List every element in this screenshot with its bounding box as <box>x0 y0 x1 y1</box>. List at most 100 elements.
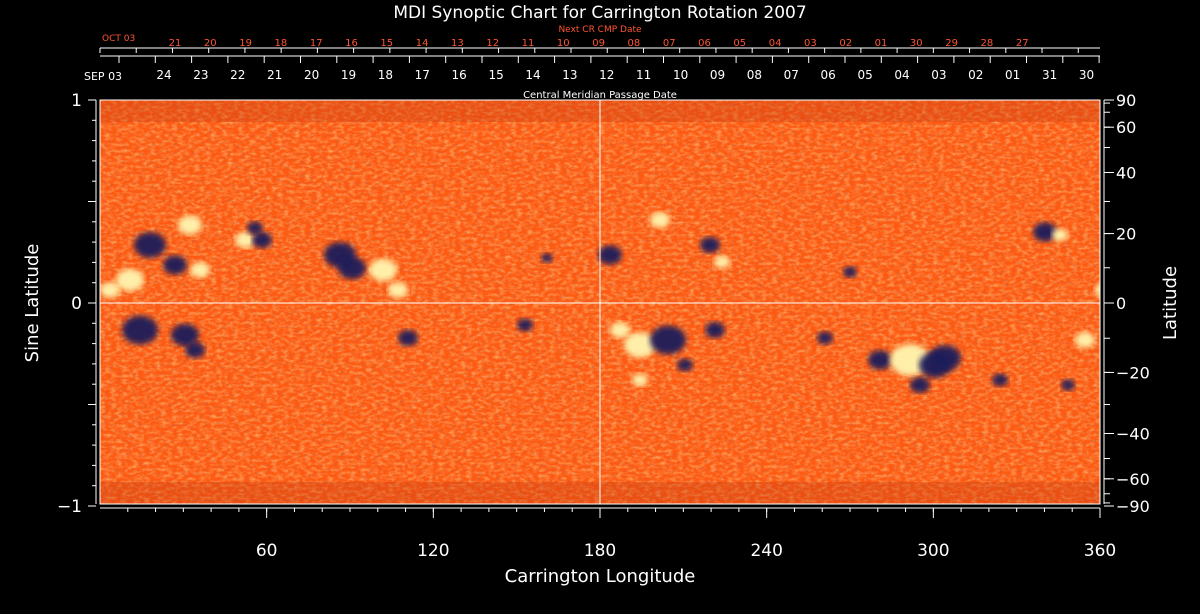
next-cr-date-label: 21 <box>169 38 182 49</box>
next-cr-date-label: 10 <box>557 38 570 49</box>
next-cr-date-label: 03 <box>804 38 817 49</box>
next-cr-date-label: 29 <box>945 38 958 49</box>
cmp-date-label: 19 <box>341 68 356 82</box>
sine-latitude-tick-label: 0 <box>71 294 82 314</box>
magnetic-region <box>190 262 210 278</box>
magnetic-region <box>910 377 930 393</box>
magnetic-region <box>1095 283 1100 297</box>
next-cr-date-label: 05 <box>733 38 746 49</box>
latitude-tick-label: 90 <box>1116 91 1136 110</box>
magnetic-region <box>650 325 686 355</box>
cmp-date-label: 07 <box>784 68 799 82</box>
next-cr-date-label: 19 <box>239 38 252 49</box>
next-cr-start-label: OCT 03 <box>102 34 135 44</box>
magnetic-region <box>1075 332 1095 348</box>
magnetic-region <box>171 323 199 347</box>
latitude-tick-label: 20 <box>1116 225 1136 244</box>
magnetic-region <box>610 322 630 338</box>
next-cr-date-label: 09 <box>592 38 605 49</box>
magnetic-regions <box>100 212 1100 393</box>
cmp-date-label: 10 <box>673 68 688 82</box>
magnetic-region <box>247 221 263 235</box>
cmp-date-label: 13 <box>562 68 577 82</box>
latitude-tick-label: −60 <box>1116 470 1150 489</box>
magnetic-region <box>235 232 255 248</box>
next-cr-date-label: 13 <box>451 38 464 49</box>
latitude-axis-label: Latitude <box>1160 266 1181 340</box>
map-frame <box>99 99 1101 505</box>
magnetic-region <box>134 232 166 258</box>
chart-title: MDI Synoptic Chart for Carrington Rotati… <box>393 3 806 23</box>
magnetic-region <box>700 237 720 253</box>
cmp-date-label: 31 <box>1042 68 1057 82</box>
latitude-tick-label: −90 <box>1116 497 1150 516</box>
cmp-date-axis: SEP 03 24 23 22 21 20 19 18 17 16 15 14 13 12 11 10 09 0… <box>84 55 1100 83</box>
magnetic-region <box>388 282 408 298</box>
cmp-date-label: 18 <box>378 68 393 82</box>
next-cr-date-label: 20 <box>204 38 217 49</box>
next-cr-date-label: 07 <box>663 38 676 49</box>
cmp-date-label: 01 <box>1005 68 1020 82</box>
cmp-date-label: 21 <box>267 68 282 82</box>
sine-latitude-tick-label: −1 <box>57 497 82 517</box>
magnetic-region <box>100 282 120 298</box>
next-cr-date-label: 27 <box>1016 38 1029 49</box>
cmp-date-label: 14 <box>525 68 540 82</box>
magnetic-region <box>598 245 622 265</box>
latitude-tick-label: 0 <box>1116 294 1126 313</box>
next-cr-date-axis: OCT 03 21 20 19 18 17 16 15 14 13 12 11 10 09 08 07 06 0… <box>99 34 1100 53</box>
latitude-axis: Latitude 90 60 40 20 0 −20 −40 −60 −90 <box>1103 91 1181 516</box>
longitude-tick-label: 360 <box>1084 541 1116 561</box>
cmp-date-label: 06 <box>821 68 836 82</box>
cmp-date-label: 24 <box>156 68 171 82</box>
cmp-date-label: 30 <box>1079 68 1094 82</box>
sine-latitude-axis-label: Sine Latitude <box>22 244 43 363</box>
next-cr-date-label: 11 <box>522 38 535 49</box>
cmp-start-label: SEP 03 <box>84 70 122 83</box>
cmp-date-label: 12 <box>599 68 614 82</box>
cmp-date-label: 03 <box>931 68 946 82</box>
next-cr-date-label: 28 <box>981 38 994 49</box>
next-cr-date-label: 30 <box>910 38 923 49</box>
magnetic-region <box>398 330 418 346</box>
magnetic-region <box>541 253 553 263</box>
next-cr-label: Next CR CMP Date <box>558 25 642 35</box>
magnetic-region <box>1052 228 1068 242</box>
magnetic-region <box>163 255 187 275</box>
next-cr-date-label: 02 <box>839 38 852 49</box>
magnetic-region <box>868 350 892 370</box>
cmp-date-label: 15 <box>488 68 503 82</box>
sine-latitude-tick-label: 1 <box>71 91 82 111</box>
cmp-date-label: 05 <box>857 68 872 82</box>
magnetic-region <box>714 255 730 269</box>
longitude-axis-label: Carrington Longitude <box>505 566 696 587</box>
cmp-date-label: 09 <box>710 68 725 82</box>
latitude-tick-label: 40 <box>1116 164 1136 183</box>
magnetic-region <box>929 345 961 371</box>
magnetic-region <box>705 322 725 338</box>
magnetic-region <box>338 256 366 280</box>
next-cr-date-label: 16 <box>345 38 358 49</box>
latitude-tick-label: 60 <box>1116 118 1136 137</box>
magnetic-region <box>624 332 656 358</box>
longitude-tick-label: 240 <box>750 541 782 561</box>
magnetic-region <box>650 212 670 228</box>
cmp-label: Central Meridian Passage Date <box>523 90 677 101</box>
next-cr-date-label: 12 <box>486 38 499 49</box>
magnetic-region <box>1061 379 1075 391</box>
cmp-date-label: 02 <box>968 68 983 82</box>
synoptic-map <box>100 100 1100 504</box>
next-cr-date-label: 14 <box>416 38 429 49</box>
next-cr-date-label: 01 <box>875 38 888 49</box>
magnetic-region <box>632 373 648 387</box>
magnetic-region <box>1033 222 1057 242</box>
longitude-tick-label: 300 <box>917 541 949 561</box>
magnetic-region <box>122 315 158 345</box>
cmp-date-label: 20 <box>304 68 319 82</box>
magnetic-region <box>178 215 202 235</box>
next-cr-date-label: 08 <box>628 38 641 49</box>
next-cr-date-label: 04 <box>769 38 782 49</box>
cmp-date-label: 23 <box>193 68 208 82</box>
